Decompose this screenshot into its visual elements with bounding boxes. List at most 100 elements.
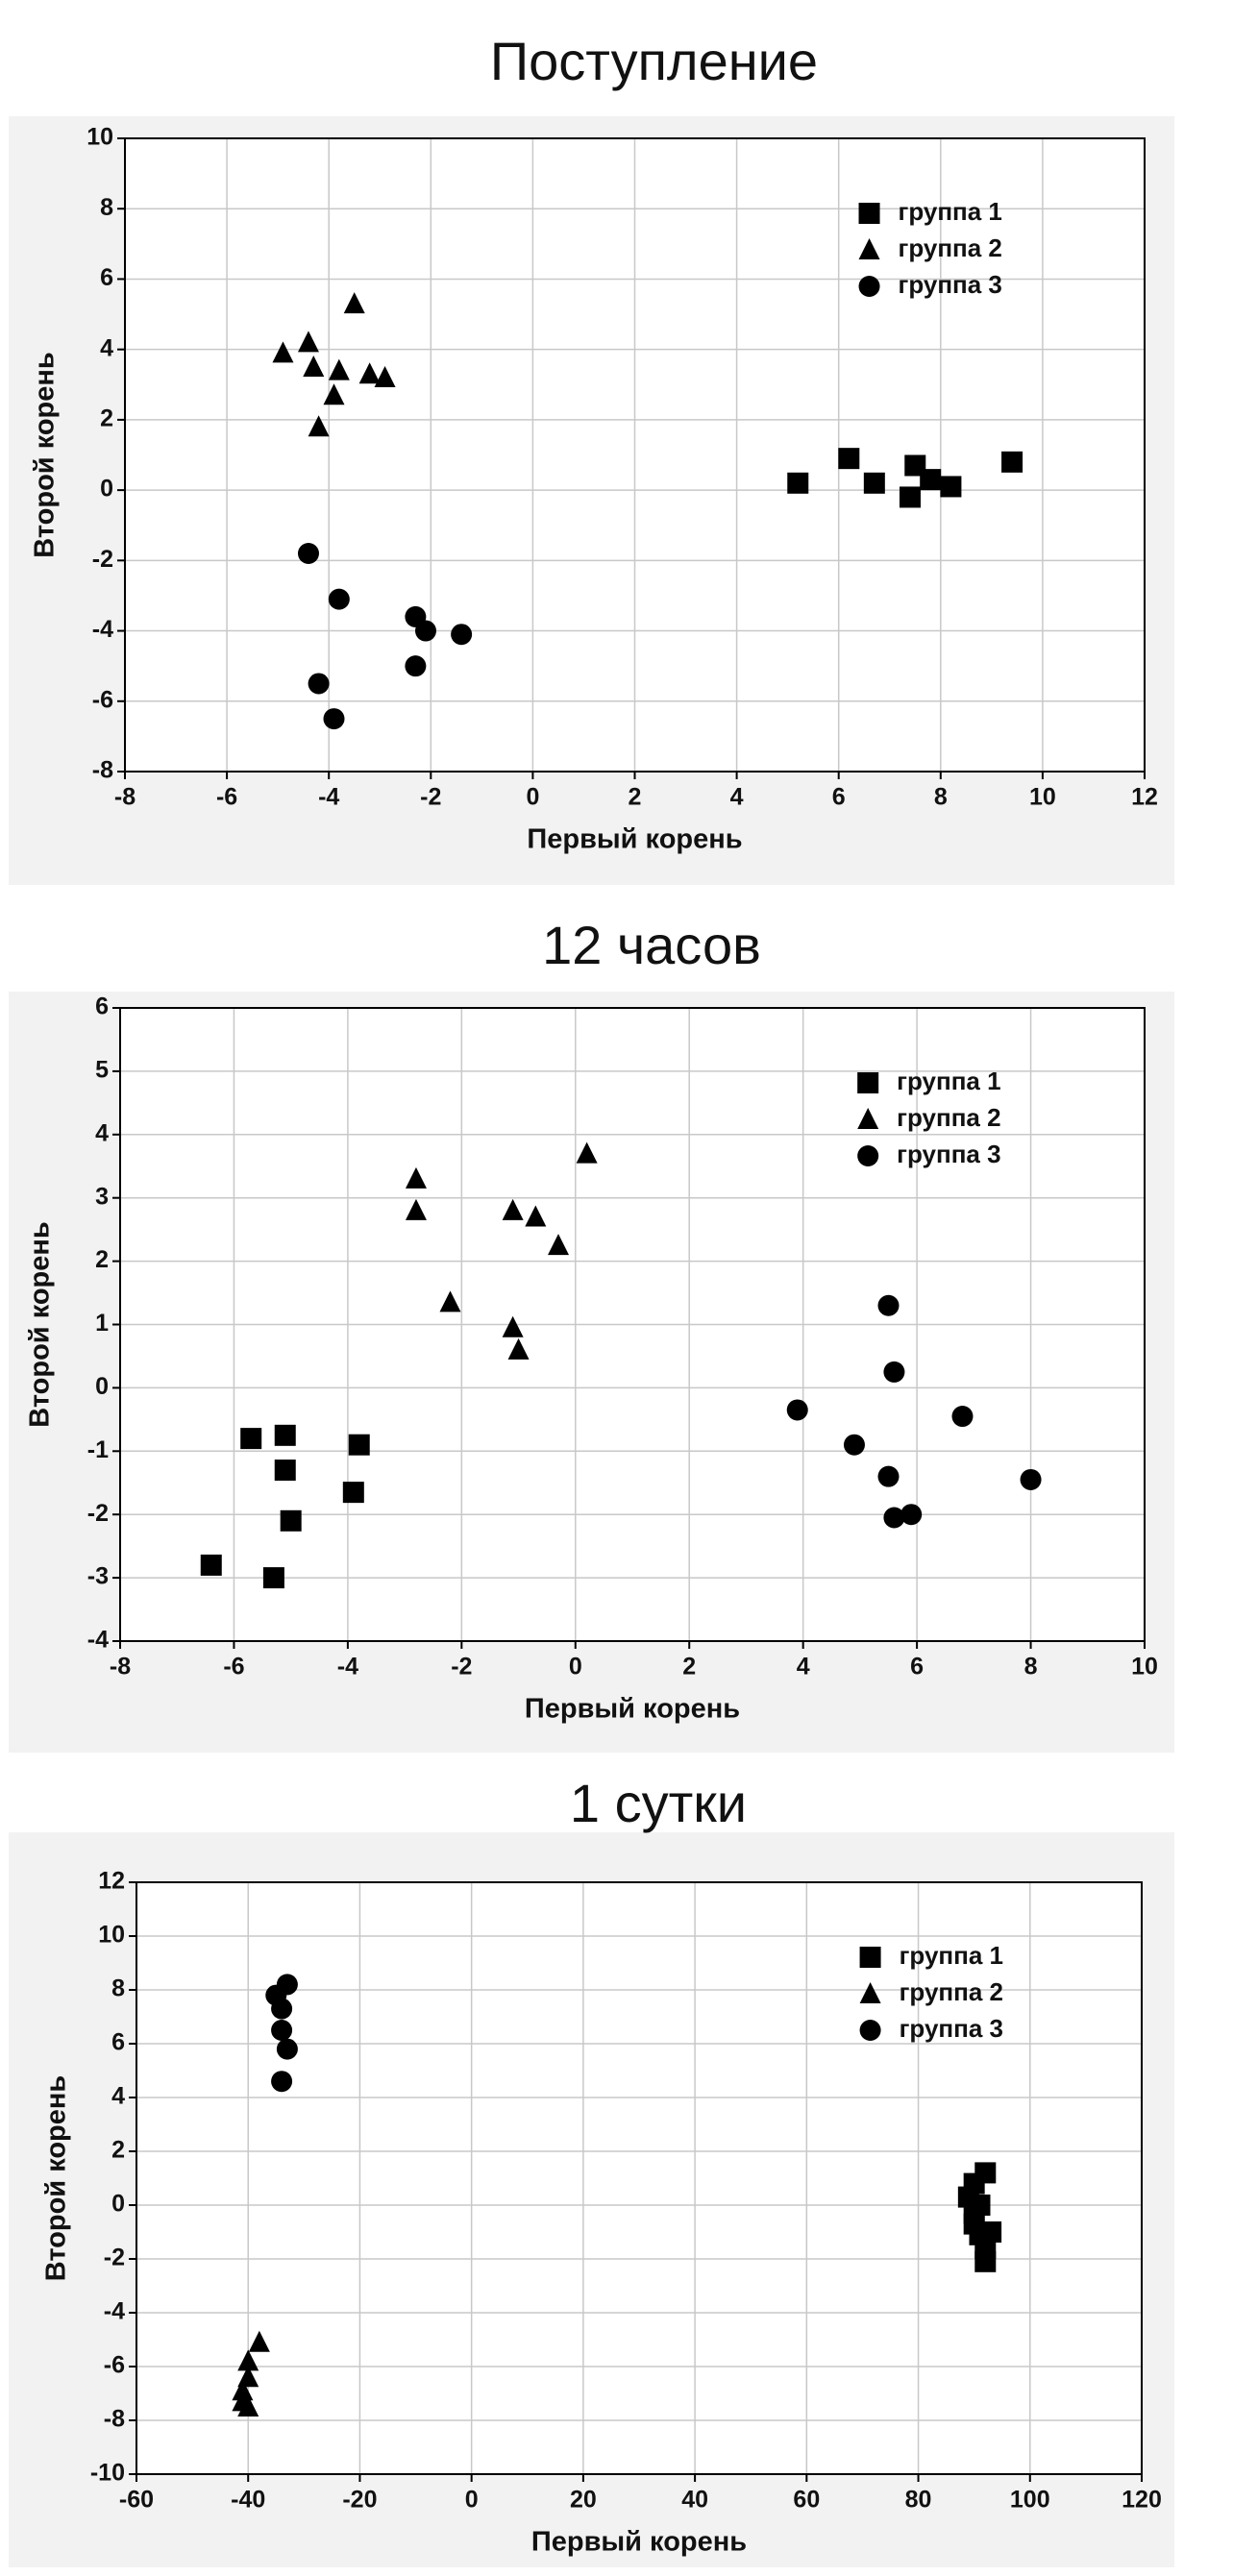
point xyxy=(899,486,921,508)
x-tick-label: 10 xyxy=(1131,1654,1158,1681)
point xyxy=(342,1482,364,1504)
point xyxy=(374,365,396,387)
point xyxy=(843,1434,865,1456)
point xyxy=(576,1141,598,1164)
x-tick-label: 60 xyxy=(793,2487,820,2514)
chart-title: 12 часов xyxy=(542,915,761,975)
x-tick-label: 20 xyxy=(570,2487,597,2514)
x-tick-label: 40 xyxy=(681,2487,708,2514)
plot-frame xyxy=(119,1007,1146,1642)
plot-frame xyxy=(124,137,1146,773)
x-tick-label: 0 xyxy=(465,2487,479,2514)
plot-frame xyxy=(136,1881,1143,2475)
y-tick-label: 5 xyxy=(95,1057,109,1084)
x-tick-label: 2 xyxy=(682,1654,696,1681)
point xyxy=(974,2250,997,2272)
y-tick-label: 4 xyxy=(95,1119,109,1146)
point xyxy=(308,673,330,695)
x-tick-label: 10 xyxy=(1029,784,1056,811)
point xyxy=(439,1290,461,1313)
point xyxy=(877,1294,900,1316)
x-tick-label: 12 xyxy=(1131,784,1158,811)
x-tick-label: -60 xyxy=(119,2487,154,2514)
point xyxy=(240,1428,262,1450)
x-tick-label: -6 xyxy=(216,784,237,811)
point xyxy=(786,1399,808,1421)
y-tick-label: 0 xyxy=(100,476,113,503)
point xyxy=(1001,451,1023,473)
x-tick-label: 8 xyxy=(934,784,948,811)
chart-title: Поступление xyxy=(490,31,818,91)
x-tick-label: 0 xyxy=(526,784,539,811)
y-tick-label: 6 xyxy=(111,2029,125,2056)
point xyxy=(297,543,319,565)
x-axis-label: Первый корень xyxy=(527,824,742,855)
x-tick-label: -8 xyxy=(110,1654,131,1681)
y-tick-label: -2 xyxy=(87,1500,109,1527)
point xyxy=(297,331,319,353)
point xyxy=(451,624,473,646)
y-tick-label: -2 xyxy=(92,546,113,573)
x-tick-label: 0 xyxy=(569,1654,582,1681)
y-tick-label: 4 xyxy=(111,2083,125,2110)
legend-marker xyxy=(858,203,880,224)
point xyxy=(323,383,345,405)
point xyxy=(863,472,885,494)
legend-label: группа 1 xyxy=(899,197,1002,226)
x-tick-label: 4 xyxy=(797,1654,810,1681)
point xyxy=(232,2379,254,2401)
point xyxy=(348,1434,370,1456)
y-tick-label: -2 xyxy=(104,2245,125,2271)
point xyxy=(358,362,381,384)
y-tick-label: -6 xyxy=(104,2352,125,2379)
x-tick-label: 8 xyxy=(1024,1654,1038,1681)
legend-label: группа 3 xyxy=(899,270,1002,299)
y-tick-label: 8 xyxy=(100,194,113,221)
point xyxy=(974,2162,997,2184)
y-tick-label: 12 xyxy=(98,1868,125,1895)
legend-label: группа 3 xyxy=(900,2014,1003,2043)
y-axis-label: Второй корень xyxy=(41,2075,72,2281)
point xyxy=(200,1554,222,1576)
point xyxy=(787,472,809,494)
point xyxy=(303,355,325,377)
y-tick-label: -6 xyxy=(92,686,113,713)
legend-marker xyxy=(857,1108,879,1129)
x-tick-label: 80 xyxy=(905,2487,932,2514)
point xyxy=(548,1234,570,1256)
x-tick-label: 6 xyxy=(832,784,846,811)
x-tick-label: -4 xyxy=(318,784,339,811)
x-tick-label: 6 xyxy=(910,1654,924,1681)
point xyxy=(237,2349,259,2371)
y-tick-label: 1 xyxy=(95,1310,109,1337)
legend-label: группа 2 xyxy=(900,1977,1003,2006)
legend-marker xyxy=(859,1982,881,2003)
x-axis-label: Первый корень xyxy=(531,2527,747,2558)
point xyxy=(323,708,345,730)
point xyxy=(414,620,436,642)
y-tick-label: 10 xyxy=(86,124,113,151)
y-tick-label: -1 xyxy=(87,1436,109,1463)
point xyxy=(276,2038,298,2060)
y-tick-label: -4 xyxy=(104,2298,125,2325)
y-axis-label: Второй корень xyxy=(25,1221,56,1427)
legend-marker xyxy=(859,2020,881,2041)
x-tick-label: -8 xyxy=(114,784,136,811)
legend-marker xyxy=(858,276,880,297)
point xyxy=(274,1460,296,1482)
point xyxy=(980,2221,1002,2243)
point xyxy=(328,358,350,380)
x-tick-label: 2 xyxy=(629,784,642,811)
point xyxy=(248,2330,270,2352)
legend-marker xyxy=(857,1072,879,1093)
legend-marker xyxy=(859,1947,881,1968)
y-tick-label: 0 xyxy=(111,2191,125,2218)
x-tick-label: -6 xyxy=(223,1654,244,1681)
legend-label: группа 3 xyxy=(897,1140,1000,1168)
chart-title: 1 сутки xyxy=(570,1773,747,1833)
x-axis-label: Первый корень xyxy=(525,1694,740,1725)
y-tick-label: 4 xyxy=(100,334,113,361)
point xyxy=(963,2202,985,2224)
